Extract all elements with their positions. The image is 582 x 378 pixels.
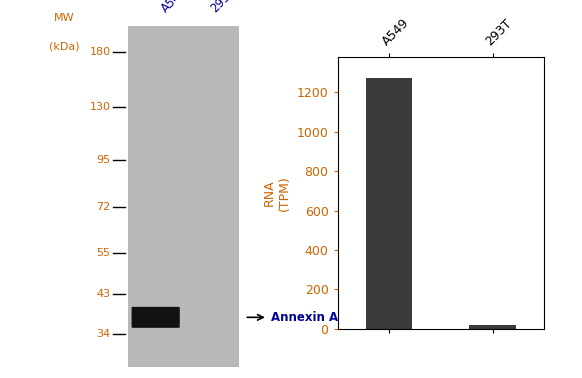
Text: Annexin A1: Annexin A1 [271, 311, 346, 324]
Text: 293T: 293T [208, 0, 238, 15]
Text: 130: 130 [90, 102, 111, 112]
Text: (kDa): (kDa) [49, 42, 79, 51]
Bar [366, 78, 413, 329]
Bar [128, 26, 239, 367]
Text: 55: 55 [97, 248, 111, 258]
Text: 95: 95 [97, 155, 111, 166]
Text: 180: 180 [90, 48, 111, 57]
Y-axis label: RNA
(TPM): RNA (TPM) [263, 175, 291, 211]
Text: 72: 72 [97, 202, 111, 212]
Text: MW: MW [54, 13, 74, 23]
Text: 43: 43 [97, 289, 111, 299]
FancyBboxPatch shape [132, 307, 180, 328]
Text: 34: 34 [97, 329, 111, 339]
Bar [469, 325, 516, 329]
Text: A549: A549 [159, 0, 190, 15]
